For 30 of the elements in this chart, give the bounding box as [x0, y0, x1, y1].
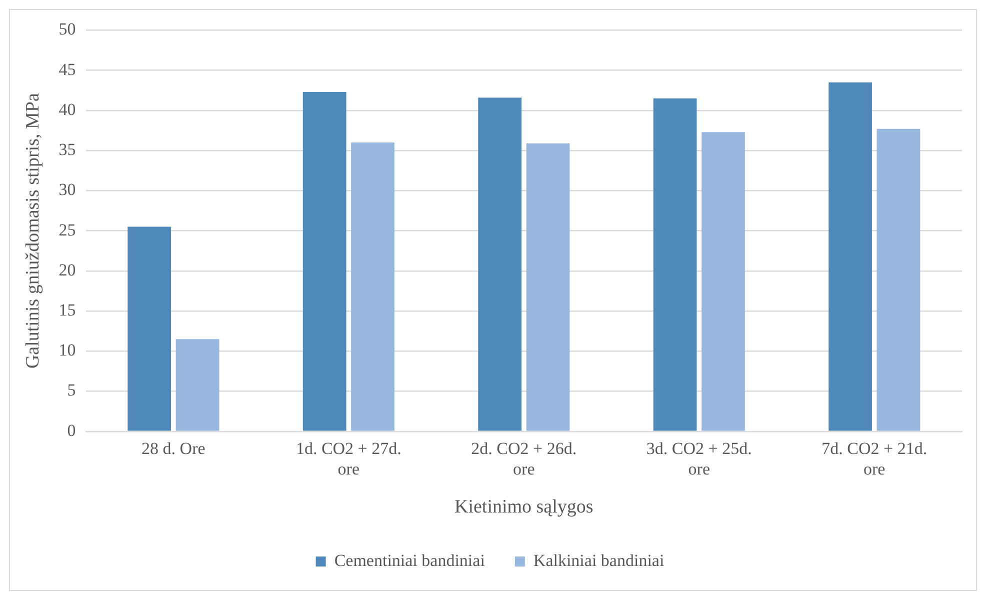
y-tick-label: 20	[58, 260, 76, 280]
x-tick-label: 28 d. Ore	[142, 439, 206, 458]
x-tick-label: 2d. CO2 + 26d. ore	[471, 439, 577, 478]
y-tick-label: 40	[58, 100, 76, 119]
bar	[478, 98, 522, 431]
y-tick-label: 25	[58, 220, 76, 240]
bar	[876, 128, 920, 431]
bar	[176, 339, 220, 431]
bar	[351, 142, 394, 431]
bar	[302, 92, 346, 431]
bar	[128, 226, 172, 431]
x-tick-label: 7d. CO2 + 21d. ore	[822, 439, 928, 478]
y-tick-label: 30	[58, 180, 76, 200]
bar	[526, 143, 570, 431]
x-tick-label: 3d. CO2 + 25d. ore	[646, 439, 752, 478]
y-tick-label: 10	[58, 340, 76, 360]
x-tick-label: 1d. CO2 + 27d. ore	[296, 439, 402, 478]
bar	[653, 98, 697, 431]
y-tick-label: 45	[58, 60, 76, 79]
bar	[702, 132, 745, 431]
y-tick-label: 0	[67, 420, 76, 440]
y-tick-label: 5	[67, 380, 76, 400]
legend-label: Cementiniai bandiniai	[334, 550, 486, 570]
y-axis-title: Galutinis gniuždomasis stipris, MPa	[22, 92, 44, 369]
x-axis-title: Kietinimo sąlygos	[454, 496, 594, 518]
legend-label: Kalkiniai bandiniai	[533, 550, 664, 570]
bar	[828, 82, 872, 431]
y-tick-label: 50	[58, 20, 76, 39]
y-tick-label: 35	[58, 140, 76, 160]
y-tick-label: 15	[58, 300, 76, 320]
